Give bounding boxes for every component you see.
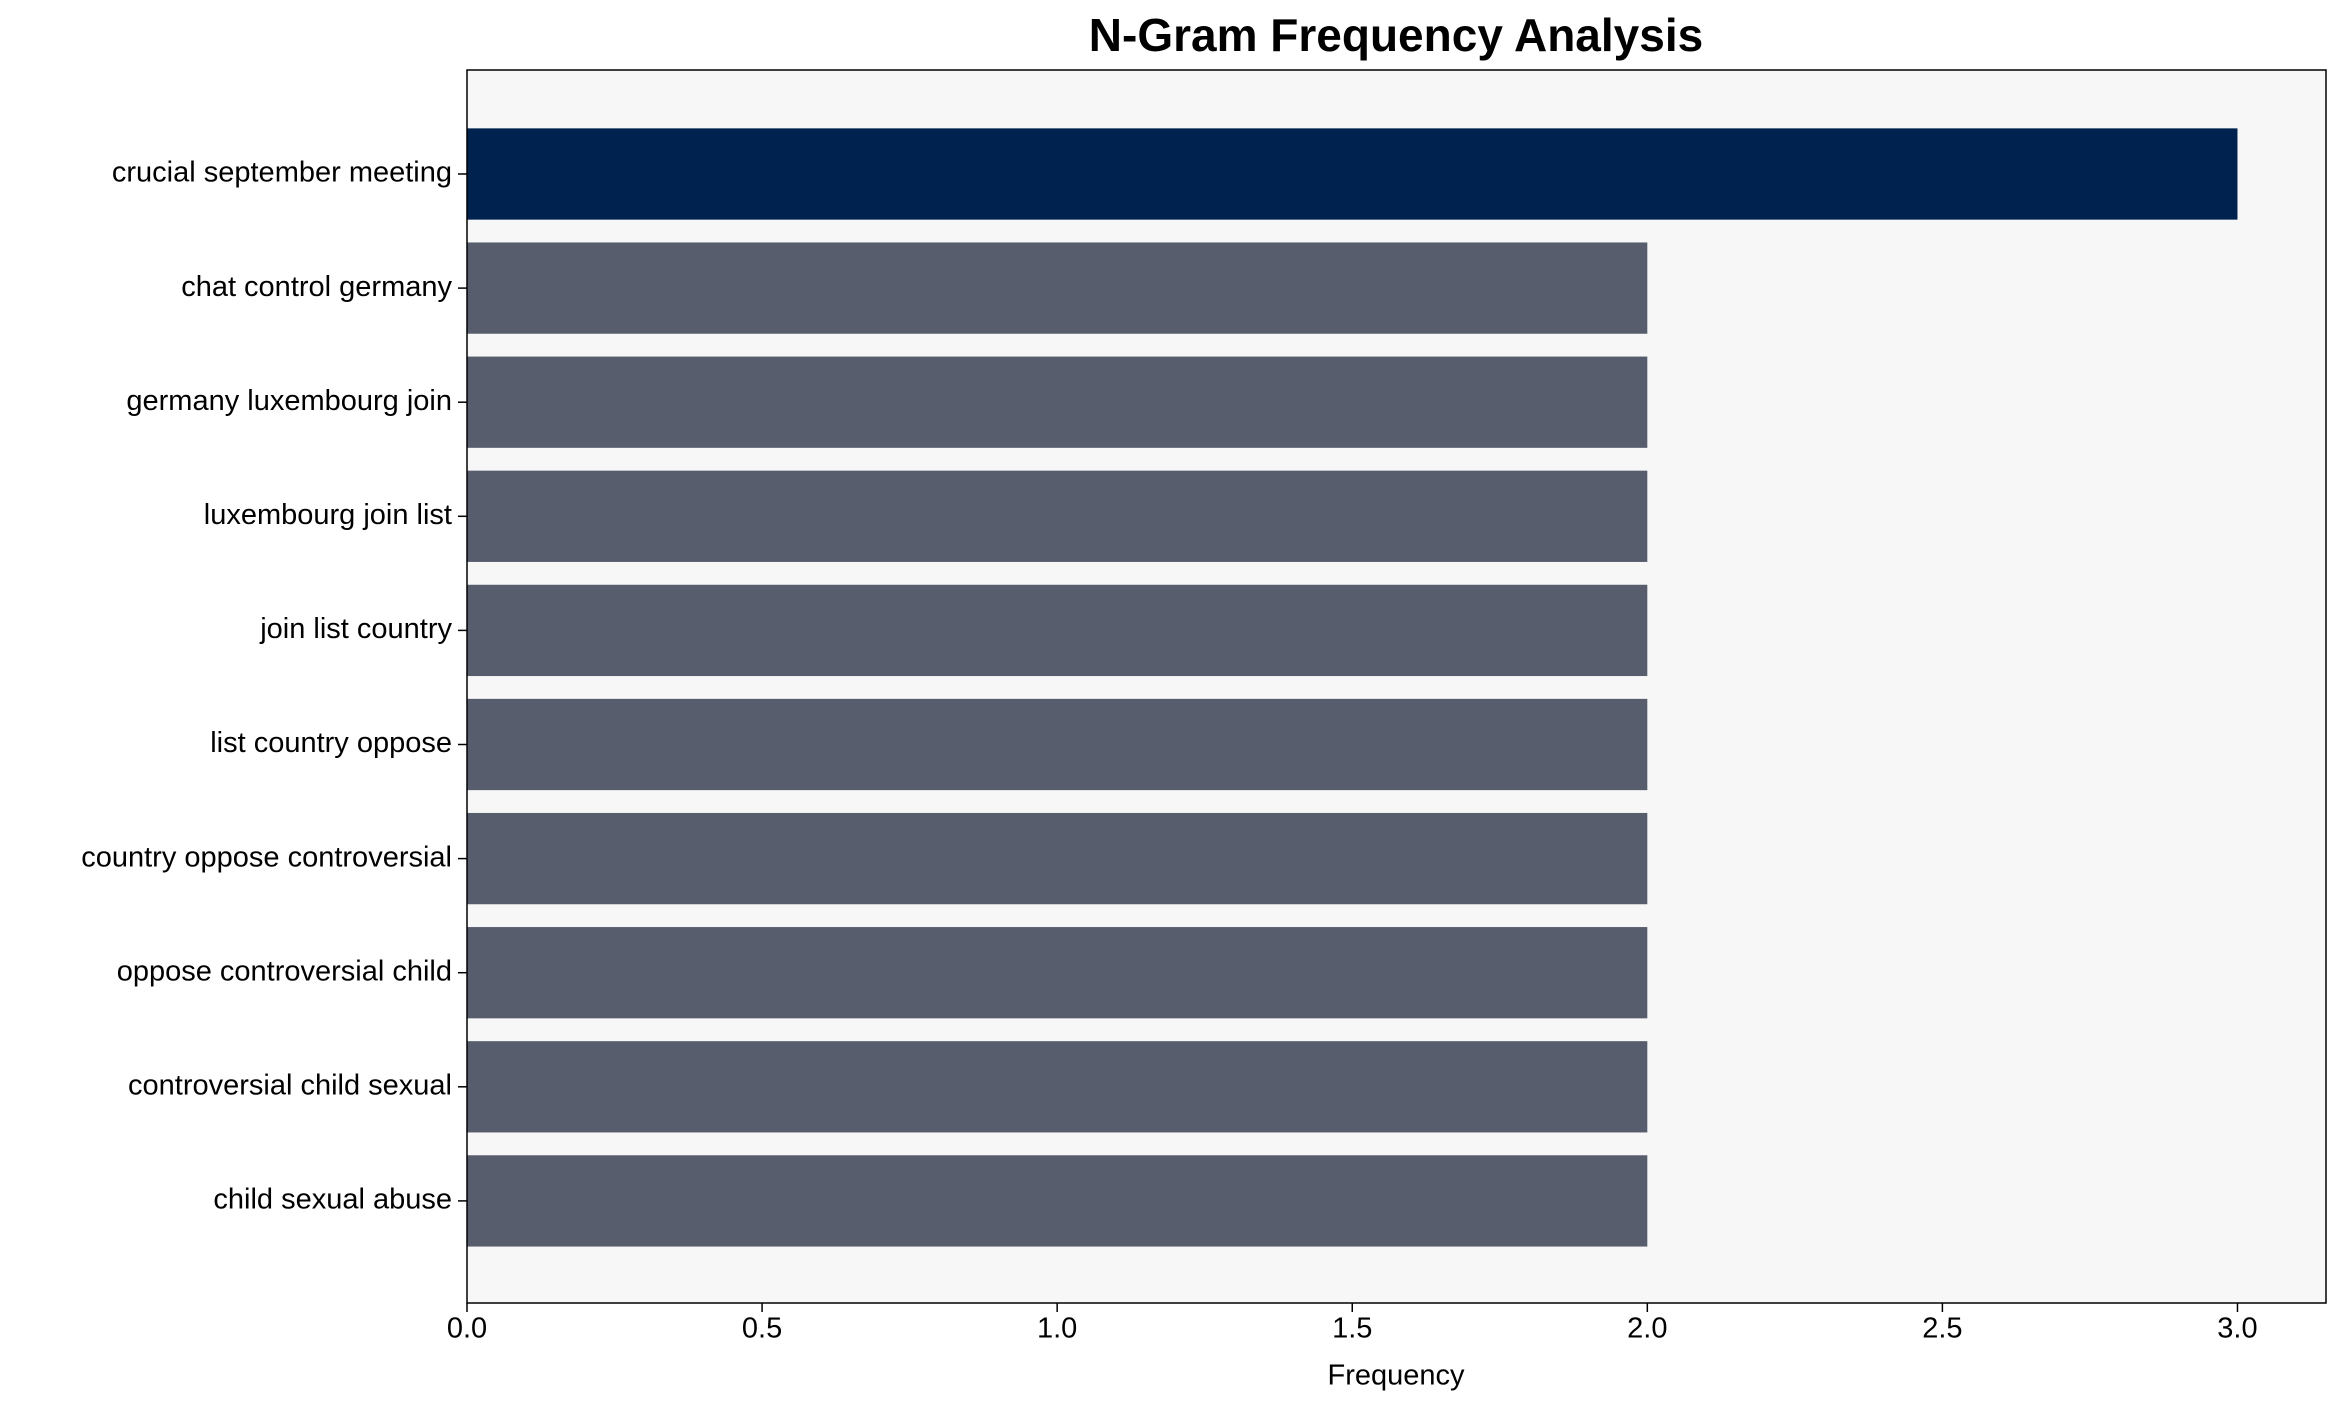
y-tick-label: oppose controversial child <box>117 955 452 987</box>
bar <box>467 584 1648 677</box>
y-tick-label: germany luxembourg join <box>126 385 452 417</box>
y-tick-label: chat control germany <box>181 271 452 303</box>
bar <box>467 698 1648 791</box>
y-tick-label: crucial september meeting <box>112 157 452 189</box>
plot-frame <box>466 69 2327 1304</box>
x-tick-label: 1.5 <box>1332 1313 1372 1345</box>
x-tick-label: 3.0 <box>2217 1313 2257 1345</box>
y-tick-label: child sexual abuse <box>213 1184 452 1216</box>
bar <box>467 1155 1648 1247</box>
bar <box>467 927 1648 1019</box>
x-tick-label: 2.0 <box>1627 1313 1667 1345</box>
x-tick-label: 2.5 <box>1922 1313 1962 1345</box>
y-tick-label: controversial child sexual <box>128 1069 452 1101</box>
bar <box>467 128 2238 220</box>
bar <box>467 1041 1648 1133</box>
x-tick-label: 0.0 <box>447 1313 487 1345</box>
bar <box>467 812 1648 905</box>
chart-title: N-Gram Frequency Analysis <box>1089 9 1703 61</box>
x-tick-label: 1.0 <box>1037 1313 1077 1345</box>
y-tick-label: country oppose controversial <box>81 841 452 873</box>
bar <box>467 356 1648 448</box>
bar <box>467 242 1648 334</box>
y-tick-label: join list country <box>259 613 452 645</box>
y-tick-label: luxembourg join list <box>204 499 452 531</box>
x-tick-label: 0.5 <box>742 1313 782 1345</box>
y-tick-label: list country oppose <box>210 727 452 759</box>
bar <box>467 470 1648 562</box>
x-axis-label: Frequency <box>1327 1360 1465 1392</box>
